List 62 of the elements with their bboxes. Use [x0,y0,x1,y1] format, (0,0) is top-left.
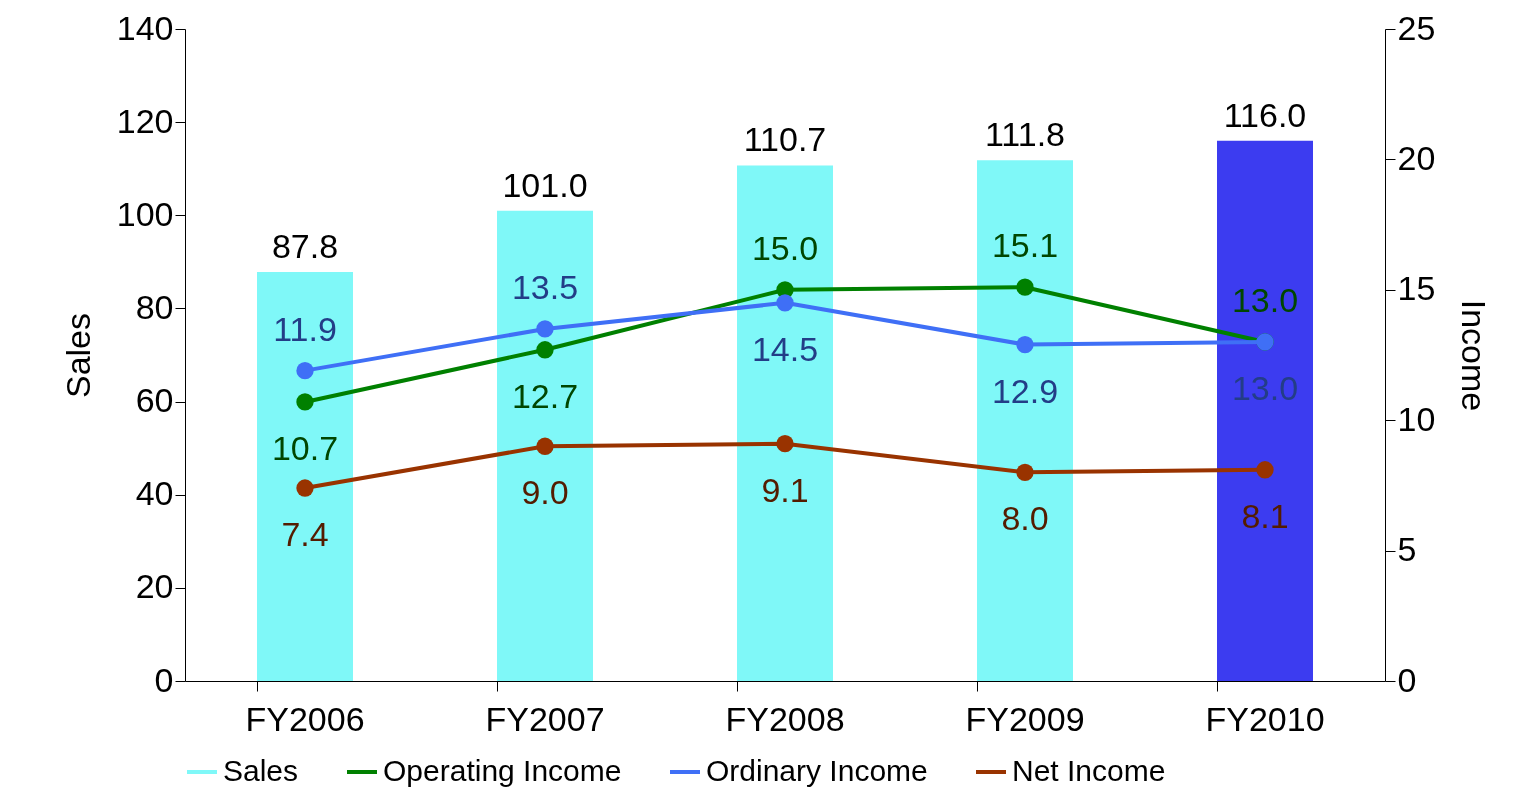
point [536,320,554,338]
x-tick-label: FY2007 [485,699,605,738]
legend-label: Net Income [1012,754,1166,787]
data-label: 12.9 [991,371,1059,410]
legend-label: Ordinary Income [706,754,928,787]
point [1016,335,1034,354]
data-label: 101.0 [502,165,588,204]
y-tick-label: 140 [116,8,174,47]
x-tick-label: FY2006 [245,699,365,738]
point [1256,461,1274,479]
data-label: 9.0 [521,473,569,512]
y2-tick-label: 25 [1397,8,1436,47]
data-label: 12.7 [511,376,579,415]
point [536,437,554,455]
point [1016,463,1034,481]
y2-tick-label: 15 [1397,269,1436,308]
x-tick-label: FY2009 [965,699,1085,738]
y-tick-label: 0 [154,660,174,699]
point [536,341,554,359]
y2-axis-title: Income [1455,299,1494,412]
point [1016,278,1034,296]
data-label: 110.7 [743,120,827,159]
y-tick-label: 120 [116,101,174,140]
data-label: 8.1 [1241,496,1289,535]
data-label: 8.0 [1001,499,1049,538]
y2-tick-label: 5 [1397,530,1417,569]
y-tick-label: 60 [135,381,174,420]
y2-tick-label: 20 [1397,138,1436,177]
data-label: 13.0 [1231,368,1299,407]
point [296,479,314,497]
data-label: 11.9 [273,309,337,348]
data-label: 87.8 [271,227,339,266]
legend-label: Sales [223,754,299,787]
bar [497,210,593,681]
y-tick-label: 100 [116,194,174,233]
y-tick-label: 80 [135,287,174,326]
y2-tick-label: 0 [1397,660,1417,699]
data-label: 15.1 [991,226,1059,265]
data-label: 13.0 [1231,280,1299,319]
x-tick-label: FY2008 [725,699,845,738]
data-label: 7.4 [281,515,329,554]
point [296,362,314,380]
data-label: 10.7 [271,428,339,467]
bar [737,165,833,681]
data-label: 9.1 [761,470,809,509]
data-label: 116.0 [1223,95,1307,134]
y-axis-title: Sales [58,312,97,399]
point [776,294,794,312]
point [776,435,794,453]
data-label: 15.0 [751,228,819,267]
x-tick-label: FY2010 [1205,699,1325,738]
data-label: 111.8 [984,115,1066,154]
data-label: 14.5 [751,329,819,368]
y-tick-label: 20 [135,567,174,606]
bar [1217,140,1313,681]
data-label: 13.5 [511,267,579,306]
y-tick-label: 40 [135,474,174,513]
y2-tick-label: 10 [1397,399,1436,438]
legend-label: Operating Income [383,754,622,787]
point [296,393,314,411]
bar [977,160,1073,681]
bar [257,272,353,681]
